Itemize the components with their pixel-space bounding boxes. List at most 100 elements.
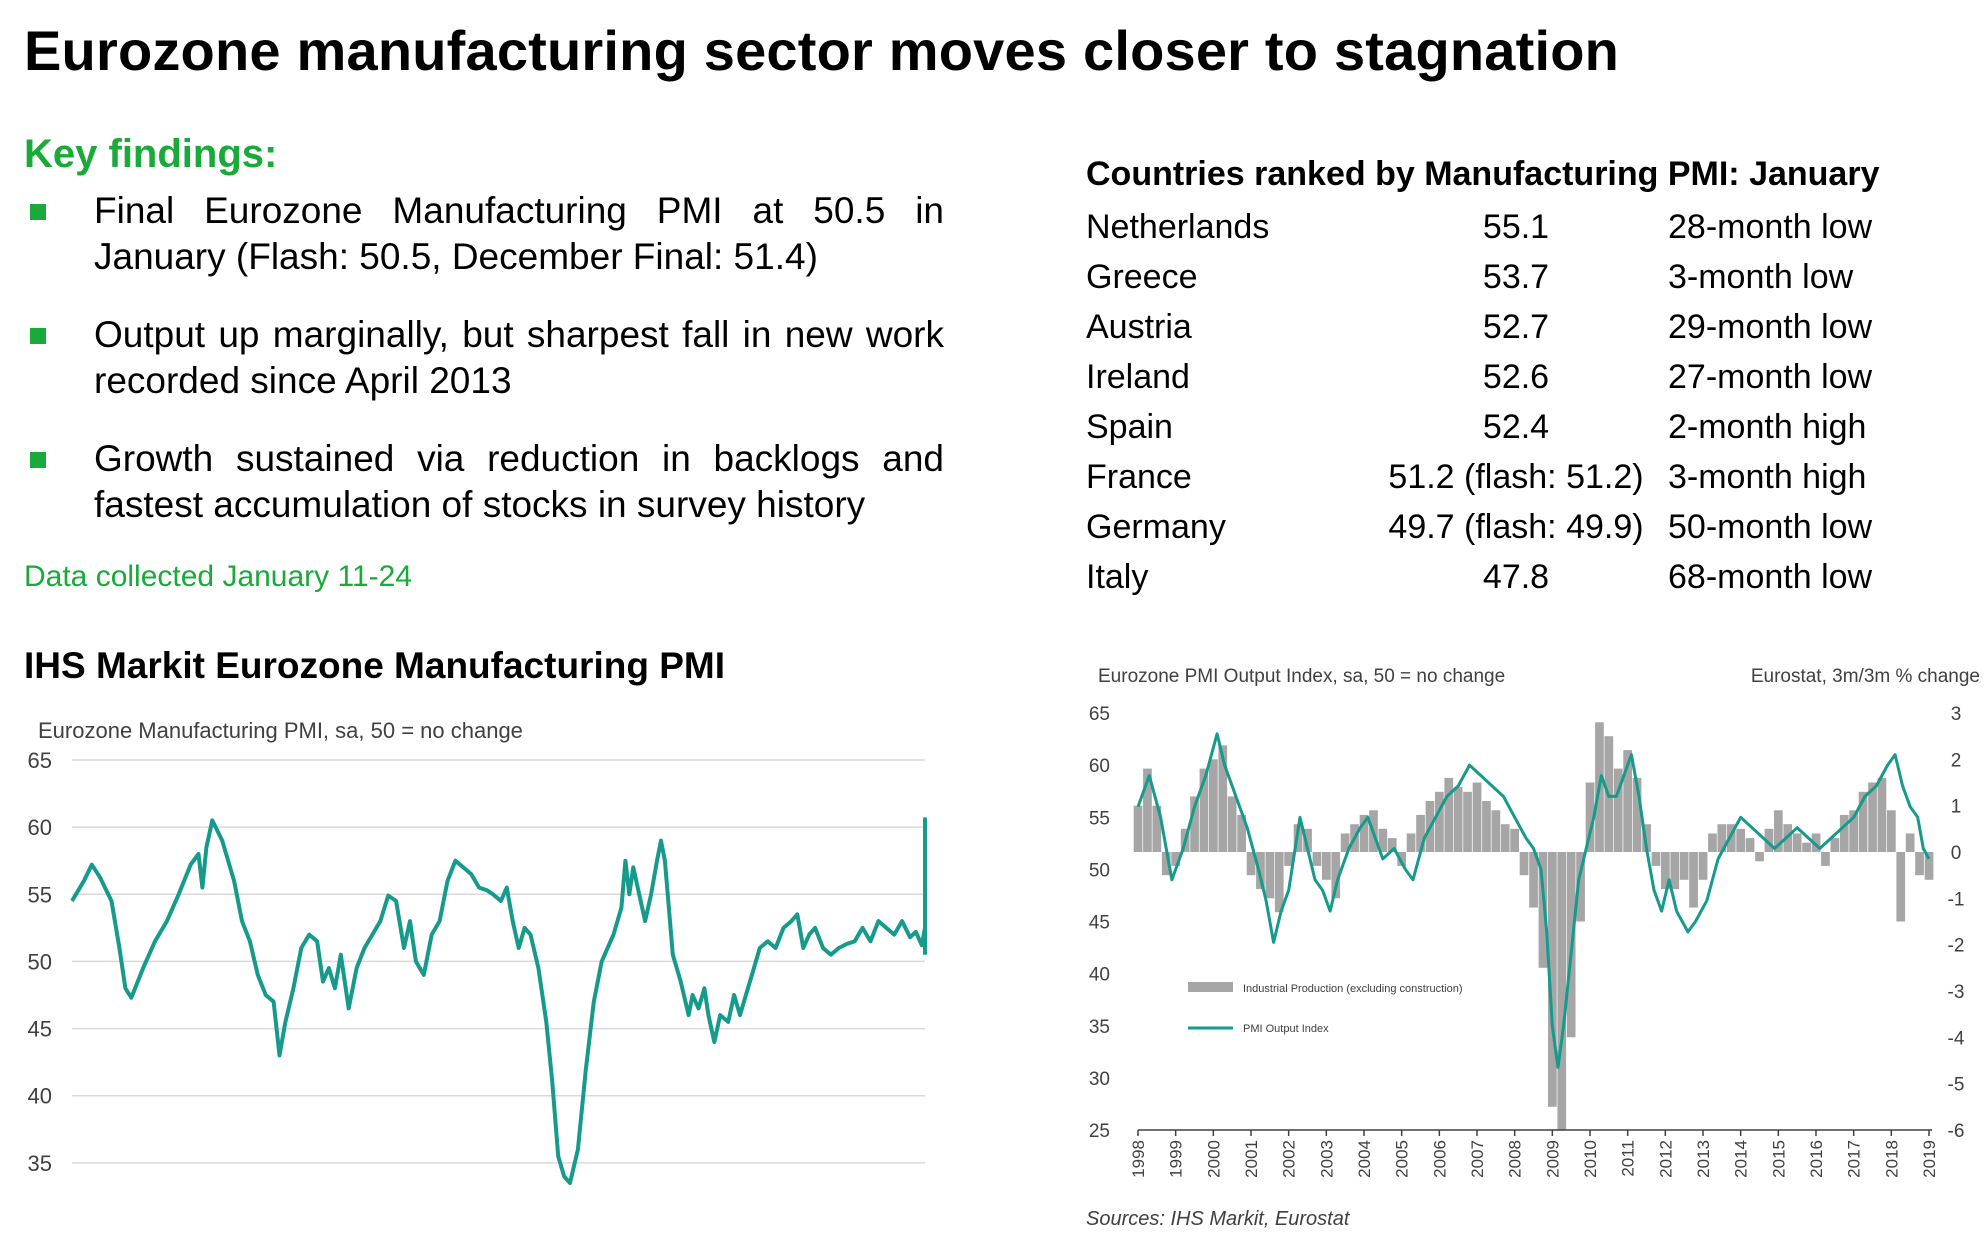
y-tick-label: 65 — [28, 748, 52, 773]
ip-bar — [1830, 838, 1840, 852]
table-row: Italy 47.8 68-month low — [1086, 552, 1908, 602]
ip-bar — [1199, 768, 1209, 852]
table-row: Greece 53.7 3-month low — [1086, 252, 1908, 302]
pmi-value-cell: 55.1 — [1482, 207, 1550, 246]
ip-bar — [1152, 805, 1162, 852]
ip-bar — [1463, 791, 1472, 852]
bullet-square-icon — [30, 452, 46, 468]
table-row: Austria 52.7 29-month low — [1086, 302, 1908, 352]
country-cell: France — [1086, 457, 1192, 496]
y-right-tick-label: -1 — [1948, 889, 1965, 910]
y-left-tick-label: 50 — [1089, 860, 1110, 881]
ip-bar — [1482, 801, 1491, 852]
ranking-title: Countries ranked by Manufacturing PMI: J… — [1086, 155, 1880, 193]
ip-bar — [1227, 796, 1237, 852]
y-tick-label: 40 — [28, 1084, 52, 1109]
ip-bar — [1849, 810, 1858, 852]
key-finding-item: Output up marginally, but sharpest fall … — [24, 312, 944, 404]
country-cell: Spain — [1086, 407, 1173, 446]
x-tick-label: 2003 — [1317, 1140, 1336, 1178]
x-tick-label: 2004 — [1355, 1140, 1374, 1178]
ip-bar — [1387, 838, 1397, 852]
ranking-table: Netherlands 55.1 28-month low Greece 53.7 3-… — [1086, 202, 1908, 602]
ip-bar — [1548, 852, 1557, 1107]
x-tick-label: 2000 — [1204, 1140, 1223, 1178]
key-finding-text: Growth sustained via reduction in backlo… — [94, 438, 944, 525]
country-cell: Austria — [1086, 307, 1192, 346]
pmi-value-cell: 52.6 — [1482, 357, 1550, 396]
ip-bar — [1284, 852, 1293, 866]
pmi-value-cell: 51.2 (flash: 51.2) — [1388, 457, 1644, 496]
ip-bar — [1755, 852, 1764, 862]
ip-bar — [1877, 777, 1887, 852]
table-row: Ireland 52.6 27-month low — [1086, 352, 1908, 402]
ip-bar — [1726, 824, 1736, 852]
ip-bar — [1576, 852, 1585, 922]
y-left-tick-label: 45 — [1089, 913, 1110, 934]
ip-bar — [1274, 852, 1284, 913]
ip-bar — [1821, 852, 1830, 866]
x-tick-label: 1998 — [1129, 1140, 1148, 1178]
key-finding-item: Growth sustained via reduction in backlo… — [24, 436, 944, 528]
note-cell: 68-month low — [1668, 557, 1873, 596]
x-tick-label: 2018 — [1882, 1140, 1901, 1178]
ip-bar — [1708, 833, 1717, 852]
ip-bar — [1529, 852, 1538, 908]
pmi-value-cell: 52.7 — [1482, 307, 1550, 346]
country-cell: Greece — [1086, 257, 1198, 296]
key-finding-text: Final Eurozone Manufacturing PMI at 50.5… — [94, 190, 944, 277]
y-right-tick-label: 0 — [1951, 843, 1962, 864]
ip-bar — [1670, 852, 1680, 890]
table-row: Germany 49.7 (flash: 49.9) 50-month low — [1086, 502, 1908, 552]
pmi-value-cell: 52.4 — [1482, 407, 1550, 446]
pmi-chart-title: IHS Markit Eurozone Manufacturing PMI — [24, 645, 725, 686]
country-cell: Germany — [1086, 507, 1226, 546]
ip-bar — [1218, 745, 1228, 852]
x-tick-label: 2007 — [1468, 1140, 1487, 1178]
key-findings-heading: Key findings: — [24, 132, 278, 176]
ip-bar — [1698, 852, 1708, 880]
x-tick-label: 2013 — [1694, 1140, 1713, 1178]
key-finding-text: Output up marginally, but sharpest fall … — [94, 314, 944, 401]
legend-ip-label: Industrial Production (excluding constru… — [1243, 983, 1463, 995]
note-cell: 3-month high — [1668, 457, 1867, 496]
ip-bar — [1745, 838, 1755, 852]
y-tick-label: 45 — [28, 1017, 52, 1042]
y-tick-label: 60 — [28, 815, 52, 840]
ip-bar — [1868, 782, 1877, 852]
pmi-output-line — [1136, 732, 1931, 1069]
y-left-tick-label: 35 — [1089, 1017, 1110, 1038]
note-cell: 50-month low — [1668, 507, 1873, 546]
note-cell: 2-month high — [1668, 407, 1867, 446]
pmi-series-line — [70, 817, 927, 1185]
ip-bar — [1209, 759, 1218, 852]
note-cell: 28-month low — [1668, 207, 1873, 246]
ip-bar — [1896, 852, 1906, 922]
chart-subtitle-left: Eurozone PMI Output Index, sa, 50 = no c… — [1098, 666, 1505, 687]
ip-bar — [1322, 852, 1331, 880]
ip-bar — [1538, 852, 1548, 968]
y-left-tick-label: 30 — [1089, 1069, 1110, 1090]
ip-bar — [1237, 814, 1246, 852]
ip-bar — [1642, 824, 1651, 852]
y-tick-label: 35 — [28, 1151, 52, 1176]
ip-bar — [1632, 777, 1642, 852]
ip-bar — [1557, 852, 1567, 1130]
country-cell: Netherlands — [1086, 207, 1270, 246]
y-right-tick-label: 1 — [1951, 797, 1962, 818]
x-tick-label: 2005 — [1393, 1140, 1412, 1178]
ip-bar — [1190, 796, 1199, 852]
pmi-value-cell: 47.8 — [1482, 557, 1550, 596]
ip-bar — [1161, 852, 1171, 876]
ip-bar — [1519, 852, 1529, 876]
ip-bar — [1246, 852, 1256, 876]
ip-bar — [1887, 810, 1896, 852]
ip-bar — [1858, 791, 1868, 852]
ip-bar — [1406, 833, 1416, 852]
legend-pmi-label: PMI Output Index — [1243, 1023, 1329, 1035]
ip-bar — [1378, 828, 1388, 852]
x-tick-label: 2014 — [1732, 1140, 1751, 1178]
ip-bar — [1717, 824, 1727, 852]
note-cell: 3-month low — [1668, 257, 1854, 296]
key-finding-item: Final Eurozone Manufacturing PMI at 50.5… — [24, 188, 944, 280]
